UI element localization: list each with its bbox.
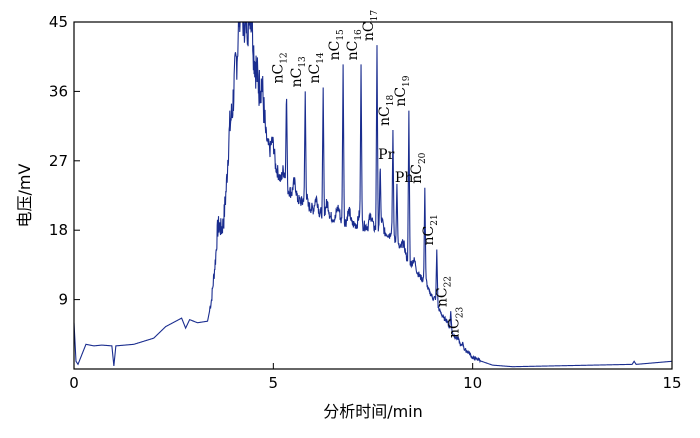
y-axis-title: 电压/mV	[15, 163, 34, 227]
peak-label-nC14: nC14	[307, 52, 326, 83]
y-tick-label: 18	[49, 221, 68, 239]
x-tick-label: 5	[269, 374, 279, 392]
peak-label-nC13: nC13	[289, 56, 308, 87]
chromatogram-trace	[73, 21, 673, 368]
peak-label-nC15: nC15	[327, 29, 346, 60]
x-tick-label: 15	[662, 374, 681, 392]
peak-label-nC20: nC20	[409, 152, 428, 183]
y-tick-label: 9	[58, 291, 68, 309]
peak-label-nC22: nC22	[435, 276, 454, 307]
peak-label-Pr: Pr	[378, 147, 394, 163]
plot-frame	[73, 21, 673, 370]
x-tick-label: 10	[463, 374, 482, 392]
x-tick-label: 0	[69, 374, 79, 392]
axes: 0 5 10 15 9 18 27 36 45	[49, 13, 682, 392]
peak-label-nC23: nC23	[447, 307, 466, 338]
peak-label-nC18: nC18	[377, 94, 396, 125]
peak-label-Ph: Ph	[395, 170, 413, 186]
y-tick-label: 36	[49, 82, 68, 100]
y-tick-label: 27	[49, 152, 68, 170]
plot-area	[73, 21, 673, 368]
x-axis-title: 分析时间/min	[323, 402, 423, 421]
peak-label-nC12: nC12	[270, 52, 289, 83]
peak-label-nC19: nC19	[393, 75, 412, 106]
y-tick-label: 45	[49, 13, 68, 31]
peak-label-nC17: nC17	[361, 10, 380, 41]
peak-label-nC16: nC16	[345, 29, 364, 60]
peak-label-nC21: nC21	[421, 214, 440, 245]
